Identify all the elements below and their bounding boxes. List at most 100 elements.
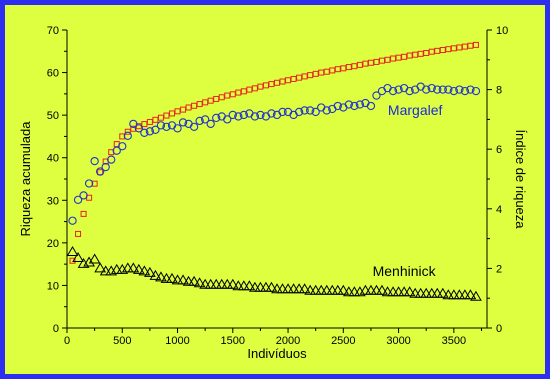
red-square-point [379,57,385,64]
red-square-point [301,73,308,80]
menhinick-point [166,272,178,283]
margalef-point [68,216,77,225]
x-axis-label: Indivíduos [247,346,307,361]
red-square-point [356,61,363,68]
red-square-point [323,68,330,75]
red-square-point [185,104,192,111]
margalef-point [206,119,215,129]
menhinick-point [193,277,206,288]
red-square-point [196,101,203,108]
menhinick-point [188,275,200,286]
x-tick-label: 3500 [442,335,466,347]
red-square-point [290,75,297,82]
margalef-point [223,115,232,124]
x-tick-label: 0 [64,335,70,347]
margalef-point [140,128,149,137]
margalef-point [388,86,398,96]
margalef-point [383,83,392,93]
red-square-point [163,112,170,119]
margalef-point [123,131,132,140]
red-square-point [334,66,341,73]
y-right-tick-label: 8 [496,85,502,97]
margalef-point [300,106,309,115]
margalef-point [377,86,387,96]
margalef-point [422,85,431,94]
margalef-point [118,142,127,151]
red-square-point [75,230,82,237]
margalef-point [306,106,315,115]
margalef-point [73,195,83,205]
menhinick-point [470,290,482,301]
margalef-point [112,146,121,155]
margalef-point [449,86,458,96]
red-square-point [191,102,198,109]
x-tick-label: 2500 [331,335,355,347]
margalef-point [134,124,143,133]
margalef-point [283,107,293,117]
red-square-point [296,74,303,81]
red-square-point [428,48,435,55]
margalef-point [79,191,88,200]
margalef-point [107,155,116,164]
menhinick-point [94,262,107,273]
y-right-axis-label: Índice de riqueza [513,129,528,229]
red-square-point [169,110,175,117]
red-square-point [461,43,468,50]
red-square-point [229,91,236,98]
margalef-point [195,116,204,126]
red-square-point [224,92,231,99]
menhinick-point [226,278,239,289]
x-tick-label: 1000 [165,335,189,347]
red-square-point [450,45,457,52]
x-tick-label: 3000 [386,335,410,347]
margalef-point [433,85,442,94]
menhinick-point [88,253,101,264]
red-square-point [329,67,336,74]
margalef-point [278,107,287,117]
red-square-point [456,44,463,51]
red-square-point [130,125,137,132]
menhinick-point [337,284,350,295]
margalef-point [455,85,464,94]
red-square-point [240,88,247,95]
red-square-point [235,89,242,96]
margalef-point [460,86,470,96]
x-tick-label: 500 [113,335,131,347]
menhinick-point [72,251,84,262]
menhinick-point [376,284,388,295]
red-square-point [213,95,220,102]
red-square-point [207,97,214,104]
red-square-point [467,42,474,49]
menhinick-point [265,281,278,292]
margalef-point [333,101,342,111]
red-square-point [157,114,164,121]
red-square-point [367,59,374,66]
red-square-point [412,51,419,58]
menhinick-point [132,263,145,274]
red-square-point [434,47,441,54]
red-square-point [251,85,258,92]
margalef-point [438,85,447,94]
red-square-point [395,54,402,61]
menhinick-point [138,265,151,276]
menhinick-point [149,269,162,280]
x-tick-label: 1500 [221,335,245,347]
margalef-point [212,113,221,123]
red-square-point [152,116,159,123]
margalef-point [471,86,481,96]
menhinick-label: Menhinick [373,263,437,279]
menhinick-point [243,280,256,291]
red-square-point [472,41,479,48]
margalef-point [366,101,376,111]
margalef-point [151,125,160,134]
margalef-point [96,167,105,176]
margalef-point [250,112,260,121]
margalef-point [311,107,320,117]
menhinick-point [464,289,477,300]
red-square-point [307,72,314,79]
margalef-point [350,101,359,111]
y-left-tick-label: 70 [47,25,59,37]
red-square-point [285,77,292,84]
menhinick-point [298,283,311,294]
margalef-point [101,162,110,172]
